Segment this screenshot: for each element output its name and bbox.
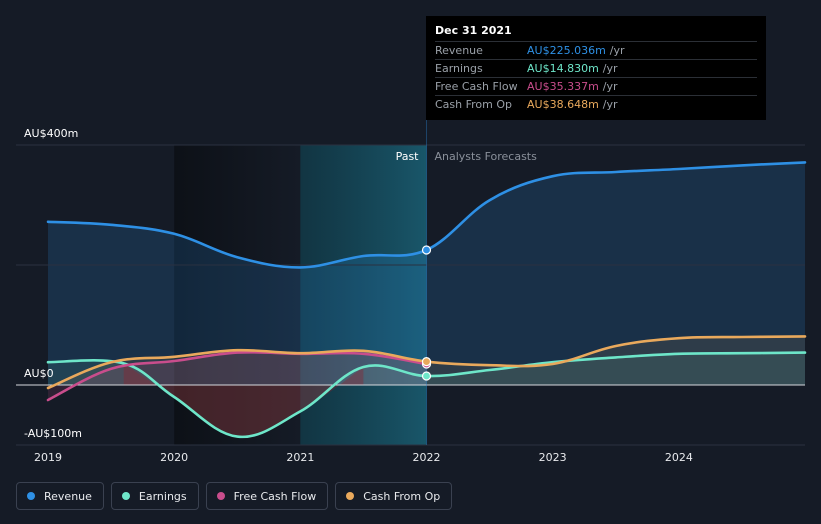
tooltip-value: AU$35.337m — [527, 80, 599, 93]
area-earnings — [48, 352, 805, 437]
legend-label: Cash From Op — [363, 489, 441, 503]
y-tick-label: AU$0 — [24, 367, 54, 380]
tooltip-value: AU$14.830m — [527, 62, 599, 75]
forecast-label: Analysts Forecasts — [435, 150, 538, 163]
tooltip-label: Revenue — [435, 44, 483, 57]
tooltip-row-cash-from-op: Cash From Op AU$38.648m /yr — [435, 95, 757, 113]
data-point-earnings — [421, 371, 432, 381]
tooltip-label: Free Cash Flow — [435, 80, 518, 93]
past-label: Past — [396, 150, 420, 163]
legend-dot-icon — [216, 492, 225, 500]
tooltip-unit: /yr — [602, 98, 618, 111]
data-point-cash-from-op — [421, 357, 432, 367]
x-tick-label: 2023 — [539, 451, 567, 464]
legend-dot-icon — [27, 492, 35, 500]
x-tick-label: 2021 — [286, 451, 314, 464]
tooltip-value: AU$38.648m — [527, 98, 599, 111]
area-revenue — [48, 162, 805, 385]
legend-label: Free Cash Flow — [233, 489, 317, 503]
series-line-free-cash-flow — [46, 350, 428, 402]
legend: Revenue Earnings Free Cash Flow Cash Fro… — [16, 482, 453, 510]
tooltip-unit: /yr — [609, 44, 625, 57]
tooltip: Dec 31 2021 Revenue AU$225.036m /yr Earn… — [426, 16, 766, 120]
y-tick-label: -AU$100m — [24, 427, 82, 440]
legend-label: Earnings — [138, 489, 187, 503]
tooltip-row-earnings: Earnings AU$14.830m /yr — [435, 59, 757, 77]
tooltip-label: Earnings — [435, 62, 483, 75]
tooltip-value: AU$225.036m — [527, 44, 606, 57]
tooltip-unit: /yr — [602, 62, 618, 75]
legend-item-revenue[interactable]: Revenue — [16, 482, 104, 510]
x-tick-label: 2022 — [413, 451, 441, 464]
tooltip-unit: /yr — [602, 80, 618, 93]
legend-dot-icon — [121, 492, 130, 500]
legend-item-earnings[interactable]: Earnings — [110, 482, 199, 510]
tooltip-date: Dec 31 2021 — [435, 24, 512, 37]
legend-item-cash-from-op[interactable]: Cash From Op — [335, 482, 453, 510]
x-tick-label: 2019 — [34, 451, 62, 464]
legend-dot-icon — [346, 492, 355, 500]
y-tick-label: AU$400m — [24, 127, 78, 140]
tooltip-row-free-cash-flow: Free Cash Flow AU$35.337m /yr — [435, 77, 757, 95]
tooltip-label: Cash From Op — [435, 98, 513, 111]
earnings-negative-fill — [123, 363, 364, 437]
data-point-revenue — [421, 245, 432, 255]
past-shade — [174, 145, 301, 445]
x-tick-label: 2024 — [665, 451, 693, 464]
series-line-earnings — [46, 351, 807, 439]
tooltip-row-revenue: Revenue AU$225.036m /yr — [435, 41, 757, 59]
legend-label: Revenue — [44, 489, 92, 503]
legend-item-free-cash-flow[interactable]: Free Cash Flow — [205, 482, 329, 510]
x-tick-label: 2020 — [160, 451, 188, 464]
